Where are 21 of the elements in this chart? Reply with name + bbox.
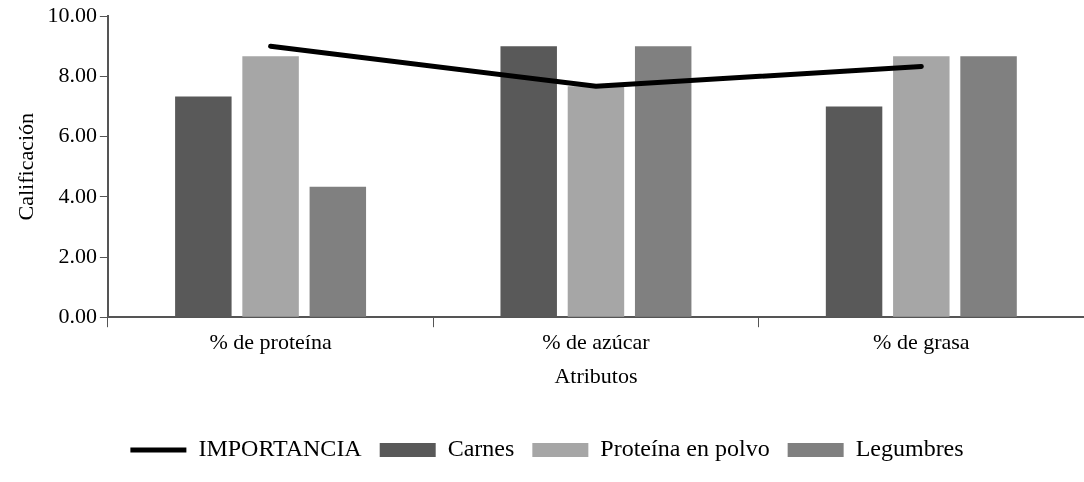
y-tick-label: 6.00 — [58, 122, 97, 148]
legend-label: Legumbres — [855, 435, 964, 462]
y-tick-label: 8.00 — [58, 62, 97, 88]
x-tick-label: % de proteína — [209, 329, 332, 355]
x-tick-label: % de azúcar — [542, 329, 651, 355]
y-tick-label: 4.00 — [58, 182, 97, 208]
y-tick-label: 2.00 — [58, 242, 97, 268]
bar — [960, 56, 1017, 317]
x-tick-label: % de grasa — [873, 329, 970, 355]
x-axis-title: Atributos — [554, 362, 638, 388]
bar — [567, 86, 625, 317]
bar — [634, 46, 692, 317]
legend-label: Carnes — [447, 435, 515, 462]
bar — [309, 186, 367, 317]
legend-label: Proteína en polvo — [600, 435, 770, 462]
legend-label: IMPORTANCIA — [198, 435, 363, 462]
y-axis-title: Calificación — [12, 112, 38, 221]
y-tick-label: 0.00 — [58, 302, 97, 328]
y-tick-label: 10.00 — [47, 1, 97, 27]
bar — [893, 56, 950, 317]
bar — [242, 56, 299, 317]
